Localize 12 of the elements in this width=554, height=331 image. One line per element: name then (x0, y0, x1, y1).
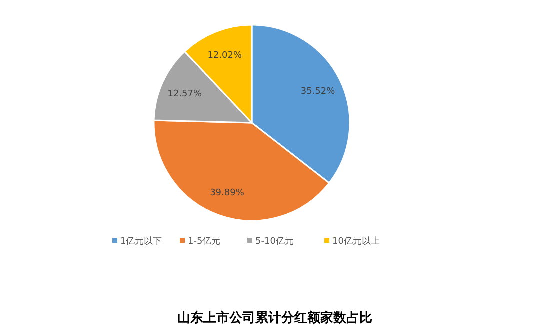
legend-label: 10亿元以上 (332, 236, 380, 247)
data-label: 12.02% (208, 51, 242, 62)
pie-slice (153, 120, 330, 222)
legend-label: 1-5亿元 (188, 236, 221, 247)
legend-label: 1亿元以下 (120, 236, 162, 247)
text: 山东上市公司累计分红额家数占比 (178, 310, 372, 326)
data-label: 12.57% (168, 89, 203, 100)
data-label: 35.52% (300, 87, 336, 98)
data-label: 39.89% (210, 188, 245, 199)
pie-slice (251, 24, 351, 184)
pie-slice (153, 50, 253, 124)
legend-label: 5-10亿元 (256, 236, 294, 247)
